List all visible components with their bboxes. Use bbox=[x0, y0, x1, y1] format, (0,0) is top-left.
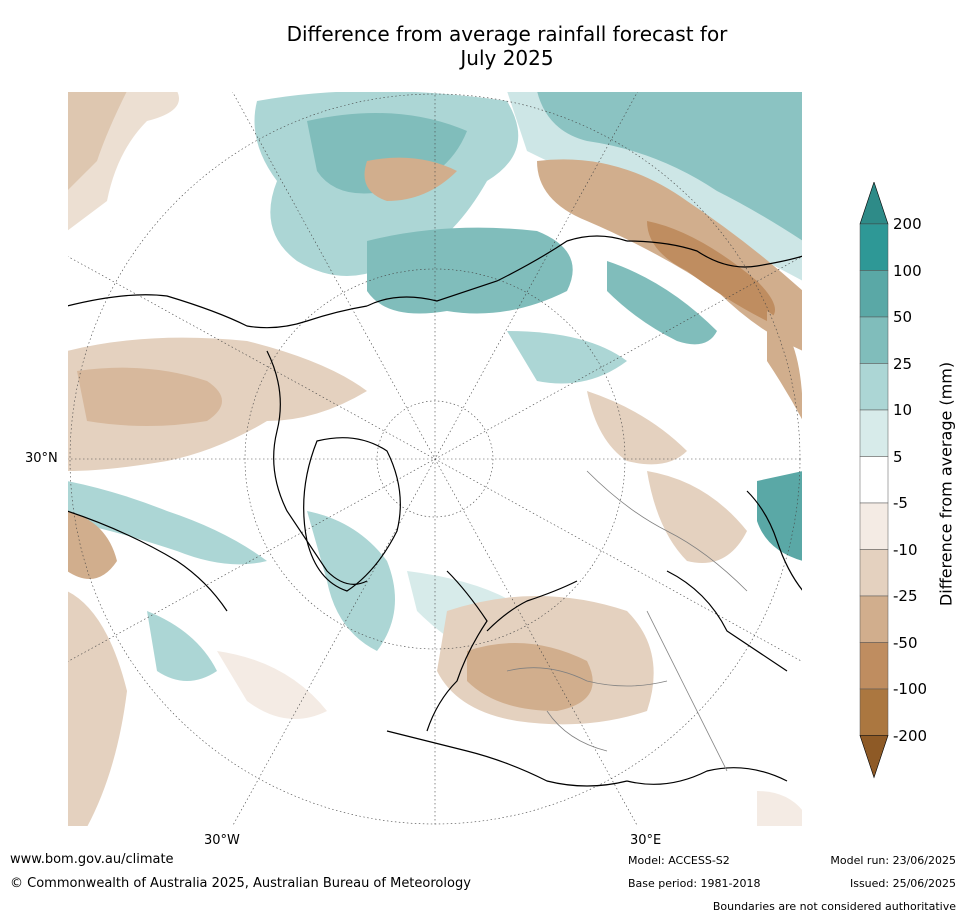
anomaly-dry-atlantic bbox=[217, 651, 327, 719]
colorbar-extend-top bbox=[859, 182, 889, 225]
colorbar-tick-label: -25 bbox=[893, 587, 918, 605]
lon-label-30e: 30°E bbox=[630, 833, 662, 848]
anomaly-wet-siberia-east bbox=[607, 261, 717, 345]
country-borders bbox=[506, 470, 748, 772]
graticule bbox=[67, 91, 803, 827]
colorbar-tick-label: 100 bbox=[893, 261, 922, 280]
anomaly-dry-us-south bbox=[67, 511, 117, 579]
footer-model: Model: ACCESS-S2 bbox=[628, 854, 730, 867]
anomaly-dry-europe-core bbox=[467, 643, 593, 711]
footer-copyright: © Commonwealth of Australia 2025, Austra… bbox=[10, 876, 471, 891]
colorbar-segment bbox=[859, 363, 889, 411]
colorbar-title: Difference from average (mm) bbox=[936, 361, 956, 607]
colorbar-segment bbox=[859, 456, 889, 504]
anomaly-wet-russia-north bbox=[507, 331, 627, 384]
colorbar-segment bbox=[859, 223, 889, 271]
anomaly-dry-pacific-west-2 bbox=[67, 91, 179, 231]
anomaly-wet-bering bbox=[367, 227, 573, 314]
title-line-1: Difference from average rainfall forecas… bbox=[286, 22, 728, 46]
colorbar-tick-label: -5 bbox=[893, 494, 908, 512]
map-title: Difference from average rainfall forecas… bbox=[0, 22, 965, 70]
colorbar-tick-label: 50 bbox=[893, 308, 913, 326]
colorbar-segment bbox=[859, 502, 889, 550]
footer-disclaimer: Boundaries are not considered authoritat… bbox=[712, 900, 956, 913]
colorbar-segment bbox=[859, 316, 889, 364]
colorbar-segment bbox=[859, 595, 889, 643]
lon-label-30w: 30°W bbox=[204, 833, 240, 848]
rainfall-anomaly-map bbox=[67, 91, 803, 827]
anomaly-dry-russia bbox=[587, 391, 687, 465]
colorbar-segment bbox=[859, 642, 889, 690]
anomaly-wet-canada bbox=[67, 481, 267, 565]
colorbar-segment bbox=[859, 270, 889, 318]
anomaly-wet-atlantic bbox=[147, 611, 217, 681]
anomaly-wet-greenland-east bbox=[307, 511, 395, 651]
colorbar-segment bbox=[859, 688, 889, 736]
footer-url[interactable]: www.bom.gov.au/climate bbox=[10, 852, 174, 867]
colorbar-segment bbox=[859, 409, 889, 457]
colorbar-tick-label: 25 bbox=[893, 354, 913, 373]
colorbar-tick-label: 5 bbox=[893, 447, 903, 466]
footer-issued: Issued: 25/06/2025 bbox=[849, 877, 956, 890]
anomaly-dry-central-asia bbox=[647, 471, 747, 563]
colorbar-tick-label: -10 bbox=[893, 540, 918, 559]
colorbar-tick-label: 10 bbox=[893, 401, 913, 419]
colorbar-tick-label: 200 bbox=[893, 215, 922, 233]
colorbar-segment bbox=[859, 549, 889, 597]
anomaly-dry-atlantic-west bbox=[67, 591, 127, 827]
footer-base-period: Base period: 1981-2018 bbox=[628, 877, 761, 890]
anomaly-dry-east-africa bbox=[757, 791, 803, 827]
colorbar bbox=[859, 182, 889, 779]
coastlines bbox=[67, 235, 803, 787]
colorbar-tick-label: -200 bbox=[893, 726, 928, 745]
map-canvas bbox=[67, 91, 803, 827]
anomaly-dry-north-america-core bbox=[77, 367, 222, 426]
anomaly-dry-alaska-sea bbox=[364, 157, 457, 201]
anomaly-dry-east-asia bbox=[767, 311, 803, 421]
footer-model-run: Model run: 23/06/2025 bbox=[830, 854, 956, 867]
colorbar-tick-label: -100 bbox=[893, 680, 928, 698]
colorbar-extend-bottom bbox=[859, 735, 889, 779]
colorbar-tick-label: -50 bbox=[893, 633, 918, 652]
lat-label-30n: 30°N bbox=[25, 451, 58, 466]
title-line-2: July 2025 bbox=[460, 46, 554, 70]
